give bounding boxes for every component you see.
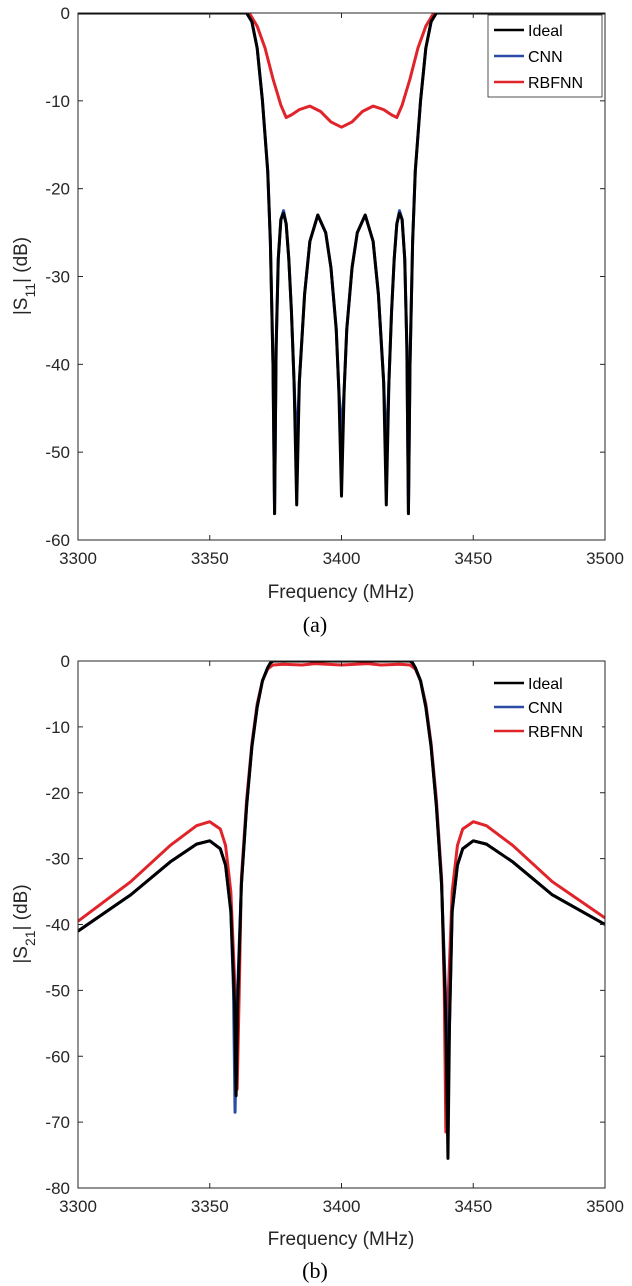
- chart-b-ytick-label: 0: [61, 652, 70, 671]
- chart-b-legend-label-rbfnn: RBFNN: [528, 724, 583, 741]
- chart-a-ytick-label: -10: [45, 92, 70, 111]
- chart-b-ylabel-suffix: | (dB): [11, 884, 32, 930]
- chart-a-ylabel-suffix: | (dB): [11, 237, 32, 283]
- chart-b-series-ideal: [78, 661, 605, 1160]
- chart-a-ylabel-sub: 11: [22, 283, 38, 298]
- chart-b-legend: Ideal CNN RBFNN: [488, 669, 602, 747]
- chart-b-ylabel: |S21| (dB): [11, 884, 38, 963]
- chart-b-ytick-label: -30: [45, 850, 70, 869]
- chart-a-legend-label-ideal: Ideal: [528, 23, 563, 40]
- chart-b-ytick-label: -70: [45, 1113, 70, 1132]
- chart-b-xtick-label: 3450: [454, 1197, 492, 1216]
- chart-b-xlabel: Frequency (MHz): [268, 1229, 415, 1250]
- chart-b-ticks: 3300 3350 3400 3450 3500 0 -10 -20 -30 -40 -50 -60 -…: [45, 652, 623, 1216]
- chart-b-ytick-label: -50: [45, 981, 70, 1000]
- chart-a-ylabel: |S11| (dB): [11, 237, 38, 315]
- chart-b-ytick-label: -10: [45, 718, 70, 737]
- chart-a-xtick-label: 3400: [323, 549, 361, 568]
- chart-a-ticks: 3300 3350 3400 3450 3500 0 -10 -20 -30 -40 -50 -60: [45, 4, 623, 568]
- chart-b-ylabel-sub: 21: [22, 930, 38, 946]
- chart-a-xtick-label: 3500: [586, 549, 624, 568]
- chart-b-ytick-label: -20: [45, 784, 70, 803]
- chart-b-xtick-label: 3350: [191, 1197, 229, 1216]
- chart-b-legend-label-cnn: CNN: [528, 700, 563, 717]
- chart-a-legend-label-cnn: CNN: [528, 49, 563, 66]
- chart-a-ytick-label: -30: [45, 268, 70, 287]
- chart-b: 3300 3350 3400 3450 3500 0 -10 -20 -30 -40 -50 -60 -…: [11, 652, 624, 1283]
- chart-a-series-ideal: [78, 13, 605, 516]
- chart-a-xtick-label: 3350: [191, 549, 229, 568]
- chart-a-series-rbfnn: [78, 13, 605, 129]
- chart-a-ytick-label: -60: [45, 531, 70, 550]
- chart-a-ytick-label: 0: [61, 4, 70, 23]
- chart-a-ytick-label: -50: [45, 443, 70, 462]
- chart-b-caption: (b): [302, 1258, 328, 1283]
- chart-a-caption: (a): [303, 612, 327, 637]
- chart-b-ytick-label: -60: [45, 1047, 70, 1066]
- chart-a-legend: Ideal CNN RBFNN: [487, 14, 603, 98]
- chart-b-xtick-label: 3300: [59, 1197, 97, 1216]
- chart-b-ytick-label: -40: [45, 916, 70, 935]
- chart-a-xlabel: Frequency (MHz): [268, 582, 415, 603]
- chart-b-ytick-label: -80: [45, 1179, 70, 1198]
- chart-a-ytick-label: -20: [45, 180, 70, 199]
- chart-a: 3300 3350 3400 3450 35000-10-20-30-40-50-60 …: [11, 4, 624, 637]
- chart-b-plot-area: [78, 661, 605, 1188]
- chart-b-legend-label-ideal: Ideal: [528, 676, 563, 693]
- chart-a-ytick-label: -40: [45, 355, 70, 374]
- chart-a-ylabel-prefix: |S: [11, 298, 32, 316]
- chart-a-xtick-label: 3450: [454, 549, 492, 568]
- chart-a-series-group: [78, 13, 605, 516]
- chart-b-xtick-label: 3500: [586, 1197, 624, 1216]
- chart-a-xtick-label: 3300: [59, 549, 97, 568]
- chart-b-ylabel-prefix: |S: [11, 946, 32, 964]
- chart-a-legend-label-rbfnn: RBFNN: [528, 75, 583, 92]
- chart-b-xtick-label: 3400: [323, 1197, 361, 1216]
